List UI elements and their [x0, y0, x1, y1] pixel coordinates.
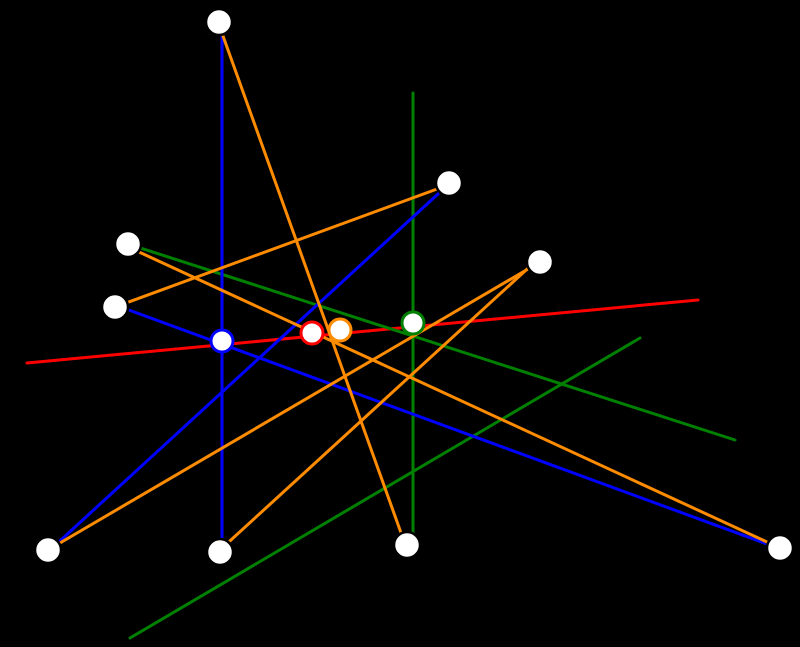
node-n-ml [102, 294, 128, 320]
node-n-top [206, 9, 232, 35]
node-n-bl [35, 537, 61, 563]
node-n-bm [394, 532, 420, 558]
center-node-c-red [301, 322, 323, 344]
center-node-c-green [402, 312, 424, 334]
node-n-br [767, 535, 793, 561]
center-node-c-orange [329, 319, 351, 341]
node-n-ur [527, 249, 553, 275]
node-n-ul [115, 231, 141, 257]
node-n-um [436, 170, 462, 196]
node-n-bl2 [207, 539, 233, 565]
center-node-c-blue [211, 330, 233, 352]
geometric-diagram [0, 0, 800, 647]
